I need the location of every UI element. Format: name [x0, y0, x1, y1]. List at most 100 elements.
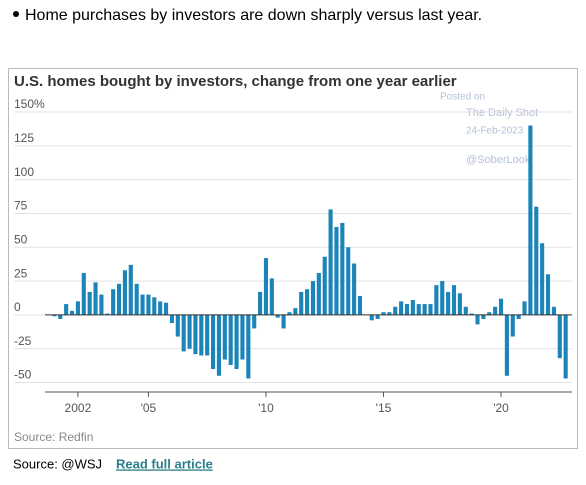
bar: [310, 281, 316, 315]
bar: [493, 306, 498, 315]
y-tick-label: -25: [14, 334, 32, 348]
bar: [287, 312, 292, 315]
bar: [540, 243, 545, 315]
bar: [134, 283, 139, 315]
bar: [563, 314, 568, 379]
bar: [469, 313, 474, 315]
bar: [305, 289, 310, 315]
bar: [169, 314, 174, 324]
bar: [522, 301, 527, 315]
bar: [216, 314, 221, 376]
bar: [152, 297, 157, 315]
watermark: @SoberLook: [466, 154, 531, 166]
bar: [158, 301, 163, 315]
bar: [399, 301, 404, 315]
bar: [404, 304, 410, 315]
bar: [352, 263, 357, 315]
bar: [545, 274, 551, 315]
chart-source: Source: Redfin: [14, 430, 93, 444]
watermark: 24-Feb-2023: [466, 126, 524, 137]
chart-title: U.S. homes bought by investors, change f…: [14, 73, 457, 90]
y-tick-label: 25: [14, 266, 28, 280]
bar: [322, 256, 327, 315]
bar: [75, 301, 80, 315]
bar: [275, 314, 280, 318]
bar: [146, 294, 151, 315]
y-tick-label: 50: [14, 232, 28, 246]
bar: [457, 293, 462, 315]
bar: [175, 314, 180, 337]
bar: [498, 298, 504, 315]
bar: [281, 314, 286, 329]
chart-frame: [8, 68, 578, 449]
bar: [416, 304, 421, 315]
x-tick-label: '20: [493, 401, 509, 415]
bullet-text: Home purchases by investors are down sha…: [25, 7, 482, 24]
bar: [387, 312, 392, 315]
bar: [316, 272, 321, 315]
plot: 150% 125 100 75 50 25 0 -25 -50 2002 '05 '10 '15 '20: [14, 97, 572, 415]
bar: [451, 285, 457, 315]
bar: [116, 283, 122, 315]
bar: [222, 314, 227, 360]
x-tick-label: '05: [141, 401, 157, 415]
bar: [240, 314, 245, 360]
x-tick-label: 2002: [65, 401, 92, 415]
bar: [52, 314, 57, 317]
bar: [111, 289, 116, 315]
bar: [293, 308, 298, 315]
bar: [193, 314, 198, 355]
bar: [393, 306, 398, 315]
bar: [340, 222, 345, 315]
bar: [446, 291, 451, 315]
x-tick-label: '10: [258, 401, 274, 415]
bar: [528, 125, 533, 315]
bar: [234, 314, 239, 370]
bar: [252, 314, 257, 329]
x-tick-label: '15: [376, 401, 392, 415]
y-tick-label: -50: [14, 368, 32, 382]
bar: [228, 314, 233, 365]
bar: [487, 312, 492, 315]
bar: [187, 314, 192, 349]
bar: [334, 226, 339, 315]
bar: [263, 258, 269, 315]
bar: [105, 313, 110, 315]
bar: [269, 278, 274, 315]
bar: [516, 314, 521, 319]
bar: [422, 304, 427, 315]
bar: [463, 306, 468, 315]
bar: [122, 270, 127, 315]
bar: [428, 304, 433, 315]
y-tick-label: 125: [14, 131, 34, 145]
bar: [534, 206, 539, 315]
y-tick-label: 100: [14, 165, 34, 179]
bullet-dot: [13, 11, 19, 17]
bar: [199, 314, 204, 356]
bar: [381, 312, 386, 315]
y-tick-label: 150%: [14, 97, 45, 111]
bar: [205, 314, 210, 356]
bar: [410, 300, 415, 315]
bar: [140, 294, 145, 315]
y-tick-label: 0: [14, 300, 21, 314]
bar: [481, 314, 486, 319]
bar: [87, 291, 92, 315]
bar: [440, 281, 445, 315]
bar: [299, 291, 304, 315]
bar: [258, 291, 263, 315]
bar: [557, 314, 562, 359]
bar: [369, 314, 374, 321]
bar: [504, 314, 509, 376]
bar: [58, 314, 63, 319]
bar: [81, 272, 86, 315]
bar: [375, 314, 380, 319]
bar: [99, 294, 104, 315]
bar: [434, 285, 439, 315]
read-article-link[interactable]: Read full article: [116, 456, 213, 471]
bar: [181, 314, 186, 352]
bar: [346, 247, 351, 315]
bar: [510, 314, 515, 337]
bar: [163, 302, 169, 315]
